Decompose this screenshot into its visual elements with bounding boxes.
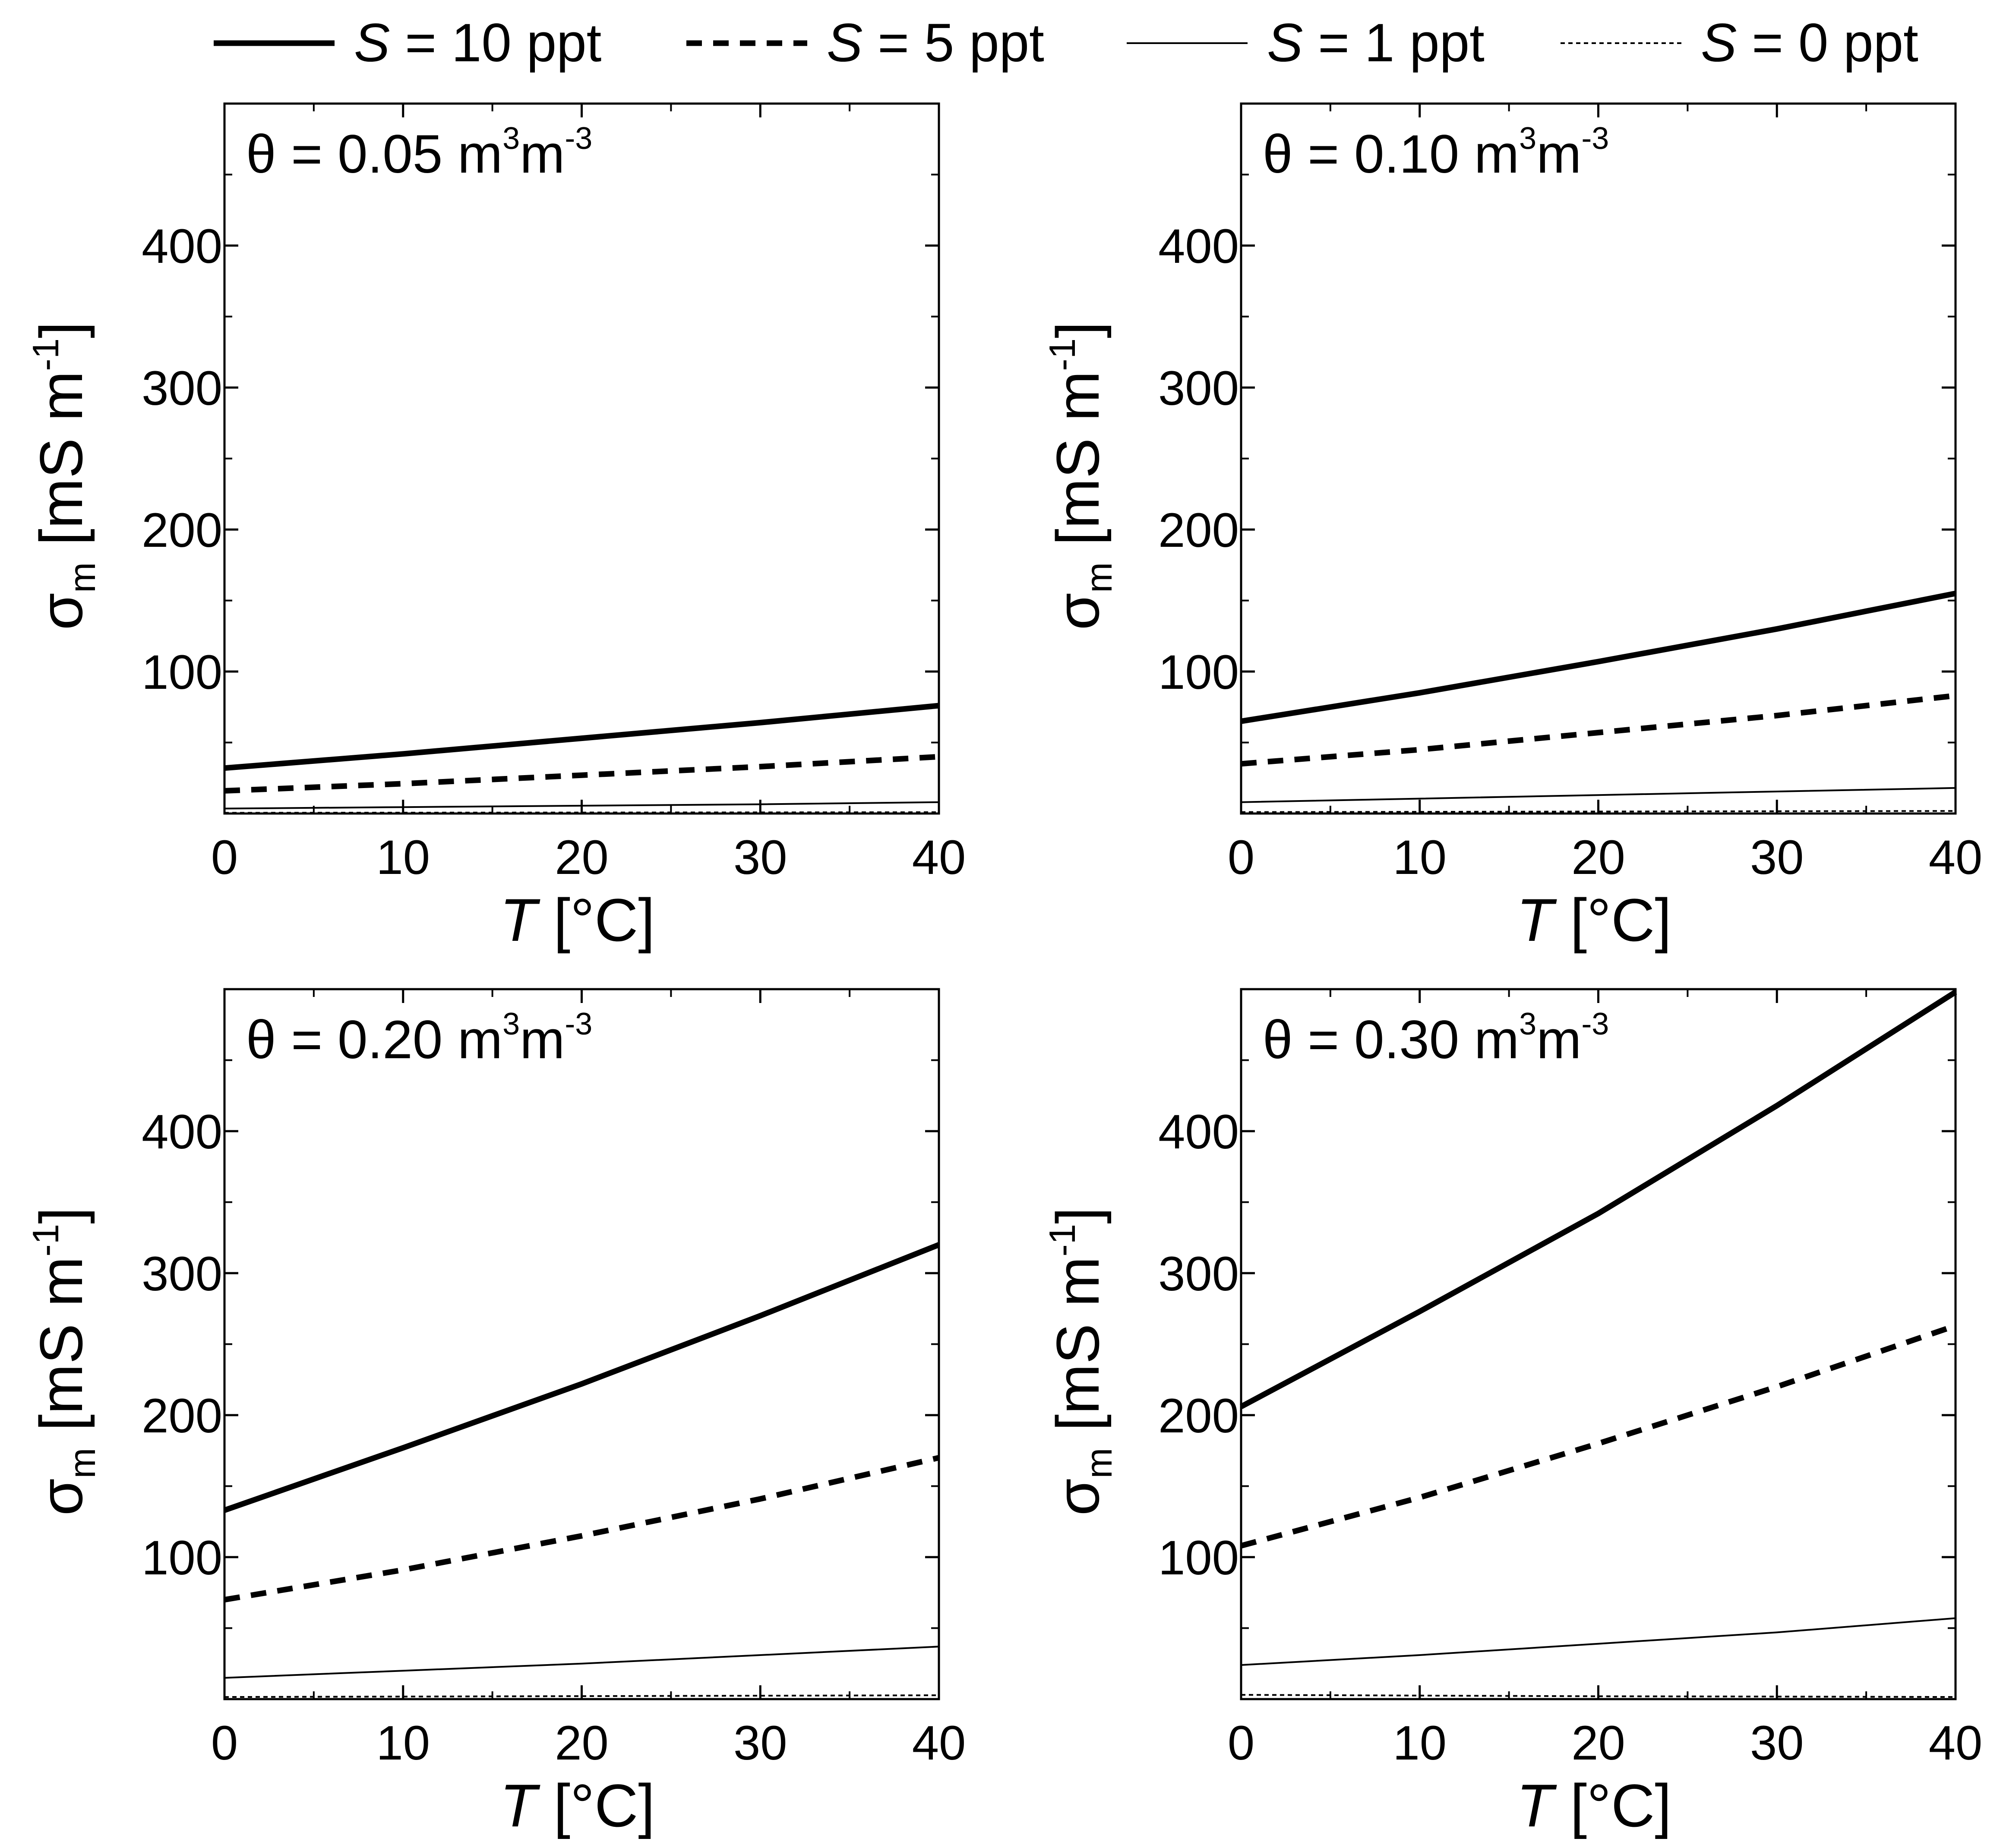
x-tick-label: 10 — [1393, 830, 1447, 884]
x-tick-label: 20 — [555, 830, 609, 884]
legend-label: S = 1 ppt — [1267, 13, 1485, 73]
y-tick-label: 300 — [1158, 1247, 1239, 1301]
series-line-thin-solid — [1241, 787, 1956, 803]
series-line-thick-solid — [224, 703, 939, 771]
y-tick-label: 300 — [1158, 361, 1239, 415]
plot-frame — [1240, 988, 1957, 1700]
x-tick-label: 40 — [912, 830, 966, 884]
series-line-thick-dashed — [224, 1455, 940, 1603]
x-tick-label: 0 — [1228, 1716, 1254, 1770]
y-tick-label: 300 — [142, 361, 222, 415]
x-tick-label: 30 — [1750, 830, 1804, 884]
y-tick-label: 200 — [1158, 1389, 1239, 1443]
x-tick-label: 30 — [733, 1716, 787, 1770]
y-tick-label: 300 — [142, 1247, 222, 1301]
y-tick-label: 100 — [142, 645, 222, 699]
chart-panel-3: 0 10 20 30 40 100 200 300 400 θ = 0.20 m3m-3 T [°C… — [25, 988, 966, 1839]
legend-label: S = 5 ppt — [827, 13, 1044, 73]
series-line-thick-dashed — [224, 754, 939, 794]
x-tick-label: 20 — [555, 1716, 609, 1770]
series-line-thin-dotted — [1241, 810, 1956, 813]
y-tick-label: 400 — [142, 219, 222, 273]
series-line-thick-dashed — [1241, 693, 1956, 767]
x-axis-label: T [°C] — [500, 1772, 655, 1839]
x-tick-label: 40 — [912, 1716, 966, 1770]
plot-frame — [223, 988, 940, 1700]
legend-label: S = 0 ppt — [1701, 13, 1918, 73]
ticks — [223, 989, 940, 1699]
series-group — [223, 1242, 940, 1698]
series-line-thin-solid — [224, 1646, 939, 1679]
chart-panel-1: 0 10 20 30 40 100 200 300 400 θ = 0.05 m3m-3 T [°C… — [25, 102, 966, 954]
x-tick-label: 0 — [211, 830, 238, 884]
chart-panel-2: 0 10 20 30 40 100 200 300 400 θ = 0.10 m3m-3 T [°C… — [1042, 102, 1983, 954]
series-line-thick-solid — [223, 1242, 940, 1513]
y-tick-label: 100 — [142, 1531, 222, 1585]
series-group — [1240, 590, 1956, 813]
y-axis-label: σm [mS m-1] — [25, 1207, 103, 1516]
series-line-thick-solid — [1240, 590, 1956, 724]
y-axis-label: σm [mS m-1] — [1042, 1207, 1120, 1516]
panel-title: θ = 0.20 m3m-3 — [246, 1007, 592, 1070]
panel-title: θ = 0.05 m3m-3 — [246, 121, 592, 184]
panel-title: θ = 0.30 m3m-3 — [1263, 1007, 1609, 1070]
x-tick-label: 10 — [376, 830, 430, 884]
y-tick-label: 200 — [1158, 503, 1239, 557]
y-tick-label: 400 — [1158, 219, 1239, 273]
legend: S = 10 ppt S = 5 ppt S = 1 ppt S = 0 ppt — [214, 13, 1918, 73]
series-line-thick-dashed — [1240, 1323, 1957, 1548]
x-tick-label: 30 — [733, 830, 787, 884]
series-line-thin-solid — [1241, 1617, 1956, 1666]
x-tick-label: 0 — [1228, 830, 1254, 884]
ticks — [223, 104, 940, 814]
ticks — [1240, 989, 1957, 1699]
y-tick-label: 200 — [142, 503, 222, 557]
y-tick-label: 200 — [142, 1389, 222, 1443]
series-line-thin-dotted — [224, 1694, 939, 1698]
x-tick-label: 40 — [1929, 830, 1983, 884]
chart-panel-4: 0 10 20 30 40 100 200 300 400 θ = 0.30 m3m-3 T [°C… — [1042, 988, 1983, 1839]
ticks — [1240, 104, 1957, 814]
y-tick-label: 100 — [1158, 1531, 1239, 1585]
x-tick-label: 10 — [1393, 1716, 1447, 1770]
series-line-thin-dotted — [1241, 1694, 1956, 1698]
x-tick-label: 30 — [1750, 1716, 1804, 1770]
x-tick-label: 40 — [1929, 1716, 1983, 1770]
x-axis-label: T [°C] — [1516, 1772, 1671, 1839]
x-tick-label: 10 — [376, 1716, 430, 1770]
y-tick-label: 100 — [1158, 645, 1239, 699]
series-group — [224, 703, 939, 814]
x-axis-label: T [°C] — [1516, 886, 1671, 954]
y-tick-label: 400 — [142, 1105, 222, 1159]
y-tick-label: 400 — [1158, 1105, 1239, 1159]
plot-frame — [1240, 102, 1957, 815]
series-line-thick-solid — [1239, 990, 1957, 1410]
series-group — [1239, 990, 1957, 1698]
x-tick-label: 20 — [1571, 830, 1625, 884]
x-tick-label: 0 — [211, 1716, 238, 1770]
y-axis-label: σm [mS m-1] — [1042, 322, 1120, 630]
y-axis-label: σm [mS m-1] — [25, 322, 103, 630]
panel-title: θ = 0.10 m3m-3 — [1263, 121, 1609, 184]
legend-label: S = 10 ppt — [354, 13, 601, 73]
plot-frame — [223, 102, 940, 815]
x-axis-label: T [°C] — [500, 886, 655, 954]
x-tick-label: 20 — [1571, 1716, 1625, 1770]
